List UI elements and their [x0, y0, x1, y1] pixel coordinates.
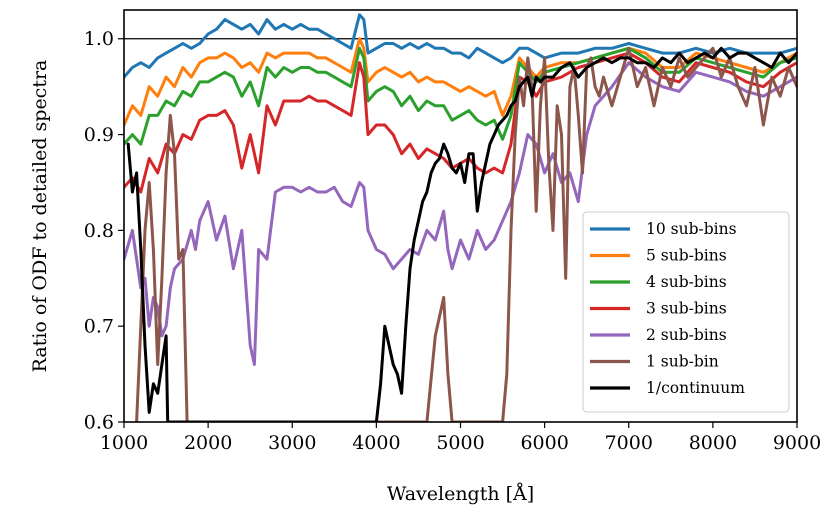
x-tick-label: 4000 — [352, 432, 400, 454]
series-line-2-sub-bins — [124, 61, 797, 366]
series-line-3-sub-bins — [124, 51, 797, 194]
series-line-4-sub-bins — [124, 46, 797, 146]
y-axis-label: Ratio of ODF to detailed spectra — [29, 60, 51, 373]
y-tick-label: 0.7 — [84, 316, 114, 338]
x-tick-label: 3000 — [268, 432, 316, 454]
series-line-1-sub-bin — [135, 46, 797, 422]
y-tick-label: 0.6 — [84, 412, 114, 434]
x-axis-label: Wavelength [Å] — [387, 483, 534, 505]
series-line-10-sub-bins — [124, 13, 797, 79]
x-tick-label: 6000 — [520, 432, 568, 454]
x-tick-label: 2000 — [184, 432, 232, 454]
legend-label: 1 sub-bin — [646, 353, 719, 371]
x-tick-label: 5000 — [436, 432, 484, 454]
legend-label: 10 sub-bins — [646, 220, 737, 238]
x-tick-label: 8000 — [689, 432, 737, 454]
legend-label: 2 sub-bins — [646, 326, 727, 344]
y-tick-label: 1.0 — [84, 28, 114, 50]
series-layer — [124, 13, 797, 422]
legend-box — [582, 211, 790, 413]
legend-label: 4 sub-bins — [646, 273, 727, 291]
x-tick-label: 7000 — [605, 432, 653, 454]
x-axis: 1000 2000 3000 4000 5000 6000 7000 8000 9000 — [100, 422, 821, 454]
x-tick-label: 1000 — [100, 432, 148, 454]
legend-label: 3 sub-bins — [646, 300, 727, 318]
y-tick-label: 0.8 — [84, 220, 114, 242]
legend-label: 1/continuum — [646, 379, 745, 397]
legend: 10 sub-bins 5 sub-bins 4 sub-bins 3 sub-bin… — [582, 211, 790, 413]
series-line-1-continuum — [126, 46, 797, 422]
x-tick-label: 9000 — [773, 432, 821, 454]
y-axis: 0.6 0.7 0.8 0.9 1.0 — [84, 28, 124, 434]
y-tick-label: 0.9 — [84, 124, 114, 146]
legend-label: 5 sub-bins — [646, 247, 727, 265]
